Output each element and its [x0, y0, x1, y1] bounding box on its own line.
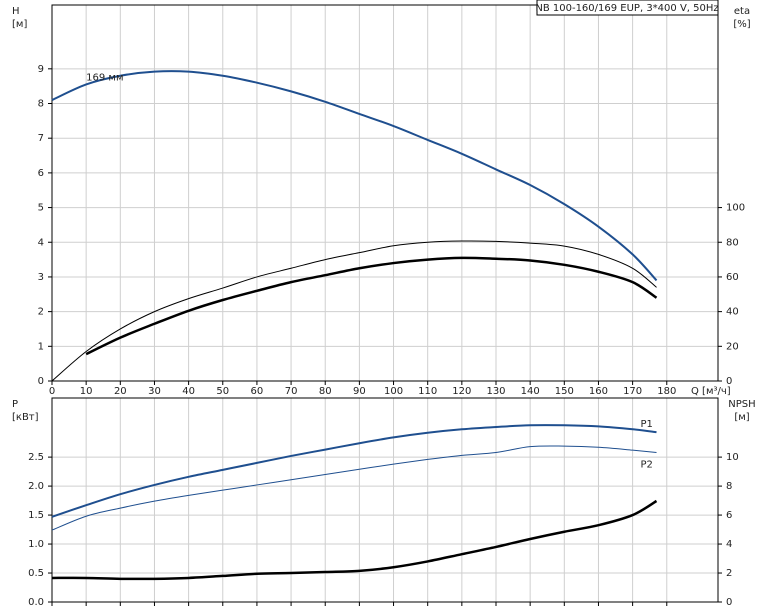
- x-tick-label: 0: [49, 386, 55, 397]
- curve: [51, 445, 657, 531]
- y-axis-label: H: [12, 6, 20, 17]
- y2-axis-unit: [%]: [733, 19, 750, 30]
- y-tick-label: 5: [38, 203, 44, 214]
- y-tick-label: 2.0: [28, 481, 44, 492]
- x-tick-label: 40: [182, 386, 195, 397]
- x-tick-label: 120: [452, 386, 471, 397]
- y-tick-label: 2.5: [28, 452, 44, 463]
- y-tick-label: 9: [38, 64, 44, 75]
- y-tick-label: 6: [38, 168, 44, 179]
- y-tick-label: 7: [38, 133, 44, 144]
- y-tick-label: 0.5: [28, 568, 44, 579]
- y-tick-label: 1.5: [28, 510, 44, 521]
- y-tick-label: 0: [38, 376, 44, 387]
- series-label: 169 мм: [86, 72, 123, 83]
- y2-tick-label: 60: [726, 272, 739, 283]
- x-axis-label: Q [м³/ч]: [691, 386, 731, 397]
- x-tick-label: 70: [285, 386, 298, 397]
- y2-axis-unit: [м]: [734, 412, 749, 423]
- chart-title: NB 100-160/169 EUP, 3*400 V, 50Hz: [535, 3, 718, 14]
- y2-axis-label: NPSH: [728, 399, 755, 410]
- title-box: [536, 0, 719, 16]
- y2-axis-label: eta: [734, 6, 750, 17]
- y2-tick-label: 40: [726, 307, 739, 318]
- x-tick-label: 80: [319, 386, 332, 397]
- x-tick-label: 130: [486, 386, 505, 397]
- curve: [51, 70, 658, 282]
- curve: [51, 424, 657, 518]
- y2-tick-label: 100: [726, 203, 745, 214]
- y2-tick-label: 0: [726, 376, 732, 387]
- y2-tick-label: 4: [726, 539, 732, 550]
- x-tick-label: 60: [251, 386, 264, 397]
- y2-tick-label: 20: [726, 341, 739, 352]
- y-axis-unit: [м]: [12, 19, 27, 30]
- x-tick-label: 20: [114, 386, 127, 397]
- x-tick-label: 30: [148, 386, 161, 397]
- x-tick-label: 160: [589, 386, 608, 397]
- y-tick-label: 0.0: [28, 597, 44, 608]
- y-tick-label: 2: [38, 307, 44, 318]
- y2-tick-label: 80: [726, 237, 739, 248]
- y2-tick-label: 0: [726, 597, 732, 608]
- y2-tick-label: 2: [726, 568, 732, 579]
- x-tick-label: 10: [80, 386, 93, 397]
- x-tick-label: 140: [521, 386, 540, 397]
- y-tick-label: 3: [38, 272, 44, 283]
- curve: [85, 256, 658, 356]
- x-tick-label: 170: [623, 386, 642, 397]
- curve: [51, 499, 658, 581]
- series-label: P2: [641, 459, 653, 470]
- x-tick-label: 90: [353, 386, 366, 397]
- y-axis-unit: [кВт]: [12, 412, 39, 423]
- plot-frame: [51, 397, 719, 603]
- y-tick-label: 4: [38, 237, 44, 248]
- y2-tick-label: 8: [726, 481, 732, 492]
- x-tick-label: 180: [657, 386, 676, 397]
- y-tick-label: 8: [38, 99, 44, 110]
- x-tick-label: 50: [216, 386, 229, 397]
- x-tick-label: 100: [384, 386, 403, 397]
- plot-frame: [51, 4, 719, 382]
- y2-tick-label: 10: [726, 452, 739, 463]
- y-axis-label: P: [12, 399, 18, 410]
- series-label: P1: [641, 419, 653, 430]
- y-tick-label: 1: [38, 341, 44, 352]
- y-tick-label: 1.0: [28, 539, 44, 550]
- curve: [51, 240, 657, 382]
- y2-tick-label: 6: [726, 510, 732, 521]
- x-tick-label: 150: [555, 386, 574, 397]
- x-tick-label: 110: [418, 386, 437, 397]
